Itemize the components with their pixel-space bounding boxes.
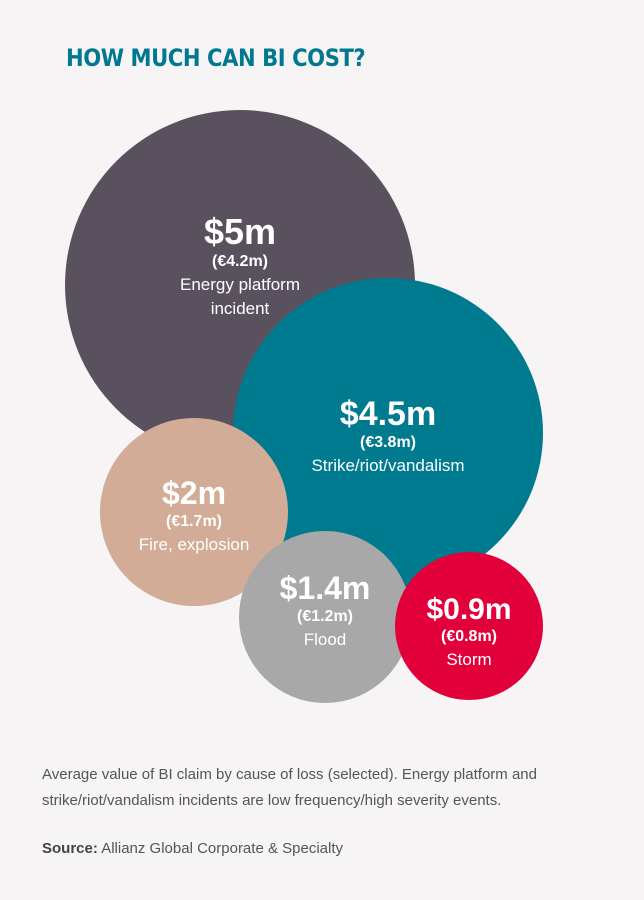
source-text: Allianz Global Corporate & Specialty	[101, 840, 343, 857]
bubble-value-eur: (€1.7m)	[166, 513, 222, 530]
bubble-label: Flood	[304, 630, 347, 649]
bubble-value-usd: $1.4m	[280, 570, 371, 606]
source-label: Source:	[42, 840, 98, 857]
bubble-circle	[239, 531, 411, 703]
bubble-label: Fire, explosion	[139, 535, 250, 554]
bubble-value-usd: $4.5m	[340, 395, 436, 433]
bubble-label: incident	[211, 299, 270, 318]
chart-source: Source: Allianz Global Corporate & Speci…	[42, 840, 343, 857]
bubble-strike-riot-vandalism: $4.5m(€3.8m) Strike/riot/vandalism	[233, 278, 543, 588]
bubble-label: Energy platform	[180, 275, 300, 294]
bubble-storm: $0.9m (€0.8m) Storm	[395, 552, 543, 700]
bubble-value-eur: (€0.8m)	[441, 628, 497, 645]
bubble-value-usd: $0.9m	[426, 593, 511, 626]
bubble-circle	[395, 552, 543, 700]
bubble-label: Strike/riot/vandalism	[311, 456, 464, 475]
bubble-value-eur: (€3.8m)	[360, 434, 416, 451]
bubble-value-eur: (€4.2m)	[212, 253, 268, 270]
bubble-circle	[233, 278, 543, 588]
bubble-circle	[100, 418, 288, 606]
chart-title: HOW MUCH CAN BI COST?	[66, 44, 366, 72]
bubble-value-usd: $5m	[204, 211, 276, 252]
bubble-value-eur: (€1.2m)	[297, 608, 353, 625]
bubble-value-usd: $2m	[162, 475, 226, 511]
chart-caption: Average value of BI claim by cause of lo…	[42, 766, 537, 809]
bubble-flood: $1.4m (€1.2m) Flood	[239, 531, 411, 703]
bubble-fire-explosion: $2m (€1.7m) Fire, explosion	[100, 418, 288, 606]
bubble-label: Storm	[446, 650, 491, 669]
